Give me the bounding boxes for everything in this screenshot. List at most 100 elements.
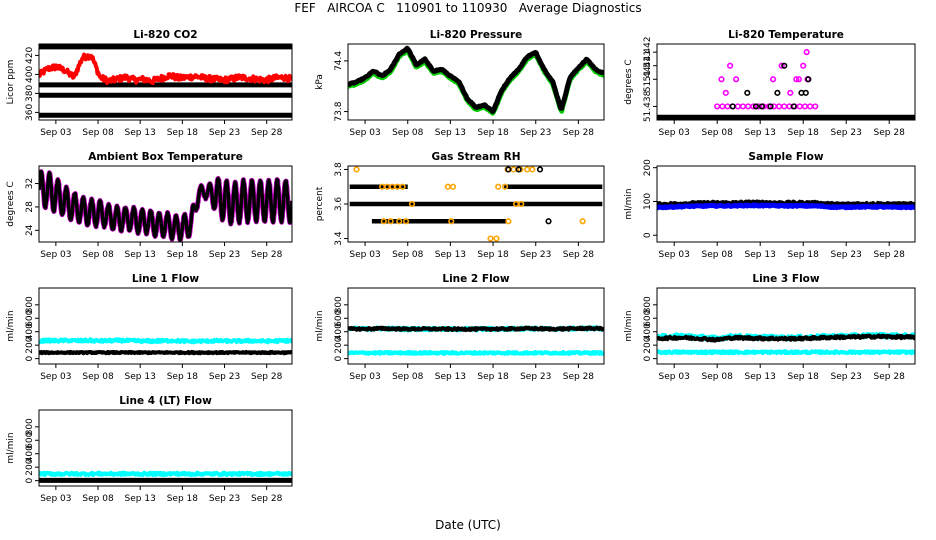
y-tick-label: 400: [334, 323, 344, 340]
data-point: [744, 89, 751, 96]
x-tick-label: Sep 28: [251, 494, 283, 504]
x-tick-label: Sep 23: [520, 128, 551, 138]
y-tick-label: 420: [25, 47, 35, 64]
data-point: [719, 103, 726, 110]
x-tick-label: Sep 23: [209, 494, 240, 504]
x-tick-label: Sep 23: [520, 372, 551, 382]
series-red-sample: [39, 52, 292, 86]
x-tick-label: Sep 03: [40, 494, 71, 504]
y-tick-label: 800: [334, 296, 344, 313]
plot-area: [657, 49, 915, 120]
x-tick-label: Sep 28: [874, 250, 906, 260]
x-tick-label: Sep 08: [392, 372, 424, 382]
data-point: [767, 103, 774, 110]
series-black: [348, 325, 604, 332]
chart-title: Gas Stream RH: [431, 151, 520, 163]
x-tick-label: Sep 13: [125, 494, 156, 504]
data-point: [781, 62, 788, 69]
y-axis-label: ml/min: [624, 310, 634, 341]
plot-area: [39, 169, 292, 242]
chart-panel-sample-flow: Sample Flow Sep 03 Sep 08 Sep 13 Sep 18 Sep 2…: [624, 151, 916, 260]
chart-panel-line3: Line 3 Flow Sep 03 Sep 08 Sep 13 Sep 18 Sep 2…: [624, 273, 916, 382]
y-tick-label: 380: [25, 85, 35, 102]
x-tick-label: Sep 18: [477, 250, 509, 260]
data-point: [726, 62, 734, 69]
y-axis-label: degrees C: [6, 181, 16, 226]
plot-area: [39, 337, 292, 356]
series-line: [348, 45, 604, 115]
x-tick-label: Sep 08: [82, 494, 114, 504]
chart-title: Line 2 Flow: [442, 273, 509, 285]
series-line: [348, 48, 604, 116]
x-tick-label: Sep 03: [40, 372, 71, 382]
x-tick-label: Sep 18: [167, 494, 199, 504]
data-point: [444, 183, 451, 190]
data-point: [781, 103, 788, 110]
x-tick-label: Sep 13: [125, 128, 156, 138]
y-tick-label: 200: [334, 336, 344, 353]
x-tick-label: Sep 18: [788, 250, 820, 260]
y-tick-label: 400: [25, 323, 35, 340]
y-tick-label: 51.44: [643, 66, 653, 92]
x-tick-label: Sep 08: [702, 372, 734, 382]
plot-area: [348, 45, 604, 116]
data-point: [495, 183, 502, 190]
x-tick-label: Sep 08: [702, 250, 734, 260]
series-green: [348, 48, 604, 116]
plot-area: [657, 199, 915, 211]
data-point: [722, 89, 729, 96]
series-cyan: [39, 337, 292, 345]
chart-panel-line1: Line 1 Flow Sep 03 Sep 08 Sep 13 Sep 18 Sep 2…: [6, 273, 293, 382]
chart-title: Ambient Box Temperature: [88, 151, 243, 163]
data-point: [408, 200, 416, 208]
y-tick-label: 51.442: [643, 36, 653, 67]
y-tick-label: 3.4: [334, 231, 344, 246]
x-tick-label: Sep 13: [435, 372, 466, 382]
series-line: [348, 350, 604, 356]
chart-title: Line 4 (LT) Flow: [119, 395, 212, 407]
series-black: [657, 333, 915, 343]
y-axis-label: percent: [315, 186, 325, 221]
plot-area: [349, 166, 603, 242]
data-point: [545, 218, 552, 225]
data-point: [734, 103, 741, 110]
x-tick-label: Sep 13: [125, 372, 156, 382]
x-tick-label: Sep 03: [349, 372, 380, 382]
page-title: FEF AIRCOA C 110901 to 110930 Average Di…: [294, 1, 642, 15]
series-orange-3.7: [379, 183, 509, 190]
series-orange-3.4: [487, 235, 500, 242]
data-point: [778, 62, 785, 69]
series-magenta-upper: [718, 49, 811, 96]
data-point: [487, 235, 494, 242]
data-point: [729, 103, 736, 110]
x-tick-label: Sep 23: [209, 372, 240, 382]
x-tick-label: Sep 23: [831, 372, 862, 382]
y-axis-label: Licor ppm: [6, 60, 16, 105]
chart-title: Sample Flow: [748, 151, 823, 163]
x-tick-label: Sep 13: [435, 250, 466, 260]
y-tick-label: 400: [643, 323, 653, 340]
data-point: [769, 76, 777, 83]
y-tick-label: 32: [25, 178, 35, 189]
data-point: [801, 103, 809, 110]
x-tick-label: Sep 13: [745, 372, 776, 382]
data-point: [529, 166, 536, 173]
data-point: [774, 89, 781, 96]
plot-area: [657, 331, 915, 356]
x-tick-label: Sep 23: [209, 128, 240, 138]
y-tick-label: 51.438: [643, 90, 653, 122]
series-orange-3.5: [380, 218, 586, 225]
y-axis-label: degrees C: [624, 59, 634, 104]
series-cyan-lower: [348, 350, 604, 356]
plot-area: [39, 470, 292, 483]
x-tick-label: Sep 03: [659, 372, 690, 382]
data-point: [396, 218, 403, 225]
y-tick-label: 73.8: [334, 101, 344, 121]
chart-title: Line 3 Flow: [752, 273, 819, 285]
y-tick-label: 400: [25, 445, 35, 462]
x-tick-label: Sep 03: [349, 128, 380, 138]
x-tick-label: Sep 28: [874, 372, 906, 382]
data-point: [803, 49, 810, 56]
series-cyan: [39, 470, 292, 478]
